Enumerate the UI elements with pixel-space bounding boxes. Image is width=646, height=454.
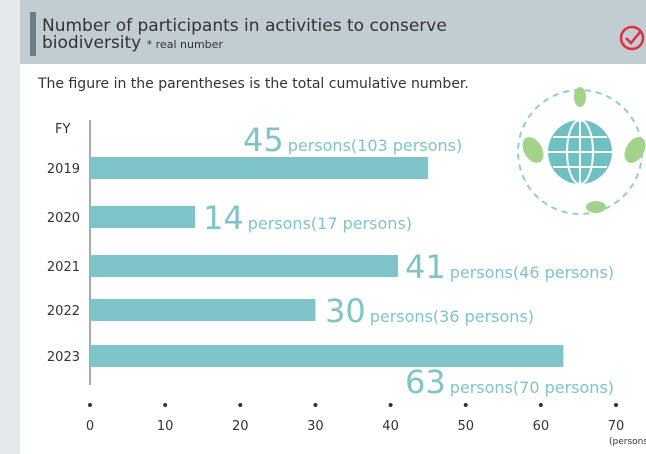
value-unit: persons	[370, 307, 433, 326]
value-number: 45	[243, 121, 284, 159]
header-accent	[30, 12, 36, 56]
x-tick	[88, 403, 92, 407]
bar	[90, 157, 429, 179]
value-label: 14 persons(17 persons)	[203, 199, 412, 237]
value-number: 14	[203, 199, 244, 237]
y-tick-label: 2022	[47, 304, 80, 319]
value-label: 30 persons(36 persons)	[325, 292, 534, 330]
x-tick	[614, 403, 618, 407]
cumulative-label: (103 persons)	[351, 136, 462, 155]
globe-icon	[517, 87, 646, 215]
cumulative-label: (36 persons)	[433, 307, 534, 326]
y-axis-label: FY	[55, 122, 70, 137]
cumulative-label: (70 persons)	[513, 378, 614, 397]
bar	[90, 345, 564, 367]
x-tick-label: 60	[533, 419, 550, 434]
header-band	[20, 0, 646, 64]
x-tick-label: 10	[157, 419, 174, 434]
value-label: 41 persons(46 persons)	[405, 248, 614, 286]
x-tick	[238, 403, 243, 407]
cumulative-label: (46 persons)	[513, 263, 614, 282]
x-tick	[538, 403, 543, 407]
value-number: 63	[405, 363, 446, 401]
x-tick	[163, 403, 168, 407]
chart-title: Number of participants in activities to …	[42, 16, 447, 53]
cumulative-label: (17 persons)	[311, 214, 412, 233]
value-unit: persons	[288, 136, 351, 155]
x-tick	[388, 403, 393, 407]
value-label: 45 persons(103 persons)	[243, 121, 462, 159]
x-tick-label: 0	[86, 419, 94, 434]
note: The figure in the parentheses is the tot…	[37, 76, 469, 92]
subtitle: * real number	[147, 38, 224, 51]
chart-title-part: biodiversity	[42, 33, 147, 53]
x-tick-label: 40	[382, 419, 399, 434]
check-icon	[619, 25, 645, 51]
check-mark	[625, 31, 641, 45]
value-number: 41	[405, 248, 446, 286]
bar	[90, 299, 316, 321]
value-label: 63 persons(70 persons)	[405, 363, 614, 401]
bar	[90, 255, 399, 277]
value-unit: persons	[450, 378, 513, 397]
x-tick	[463, 403, 468, 407]
x-tick-label: 70	[608, 419, 625, 434]
y-tick-label: 2020	[47, 211, 80, 226]
x-tick-label: 30	[307, 419, 324, 434]
x-tick-label: 20	[232, 419, 249, 434]
value-unit: persons	[248, 214, 311, 233]
x-tick-label: 50	[457, 419, 474, 434]
chart-title-part: Number of participants in activities to …	[42, 16, 447, 36]
bar	[90, 206, 196, 228]
value-number: 30	[325, 292, 366, 330]
x-tick	[313, 403, 318, 407]
y-tick-label: 2021	[47, 260, 80, 275]
y-tick-label: 2019	[47, 162, 80, 177]
x-axis-label: (persons)	[609, 437, 646, 447]
y-tick-label: 2023	[47, 350, 80, 365]
value-unit: persons	[450, 263, 513, 282]
